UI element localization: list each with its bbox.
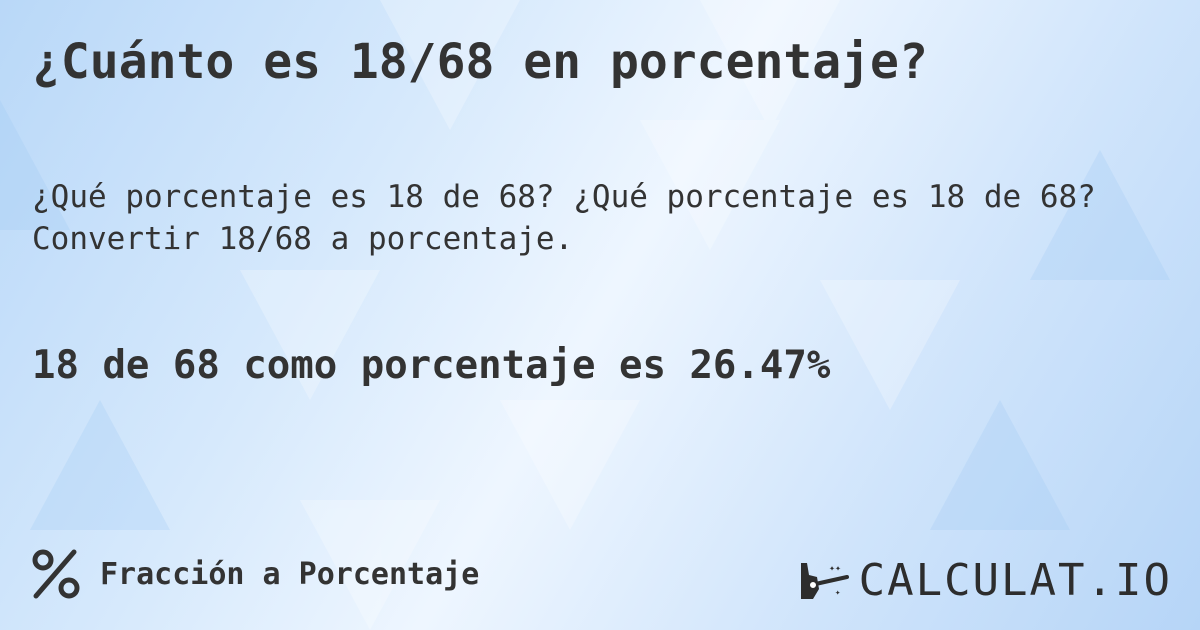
percent-icon <box>32 549 80 599</box>
magic-hand-icon: ✦✦ ✦ <box>800 562 849 599</box>
result-text: 18 de 68 como porcentaje es 26.47% <box>32 343 831 388</box>
category-label: Fracción a Porcentaje <box>100 556 480 592</box>
calculat-logo[interactable]: ✦✦ ✦ CALCULAT.IO <box>797 555 1172 606</box>
logo-text: CALCULAT.IO <box>858 555 1172 606</box>
svg-text:✦✦: ✦✦ <box>829 563 841 574</box>
description: ¿Qué porcentaje es 18 de 68? ¿Qué porcen… <box>32 176 1096 260</box>
description-line: Convertir 18/68 a porcentaje. <box>32 221 574 257</box>
svg-text:✦: ✦ <box>835 588 841 598</box>
description-line: ¿Qué porcentaje es 18 de 68? ¿Qué porcen… <box>32 179 1096 215</box>
page-title: ¿Cuánto es 18/68 en porcentaje? <box>32 34 928 90</box>
category-link[interactable]: Fracción a Porcentaje <box>30 548 479 600</box>
